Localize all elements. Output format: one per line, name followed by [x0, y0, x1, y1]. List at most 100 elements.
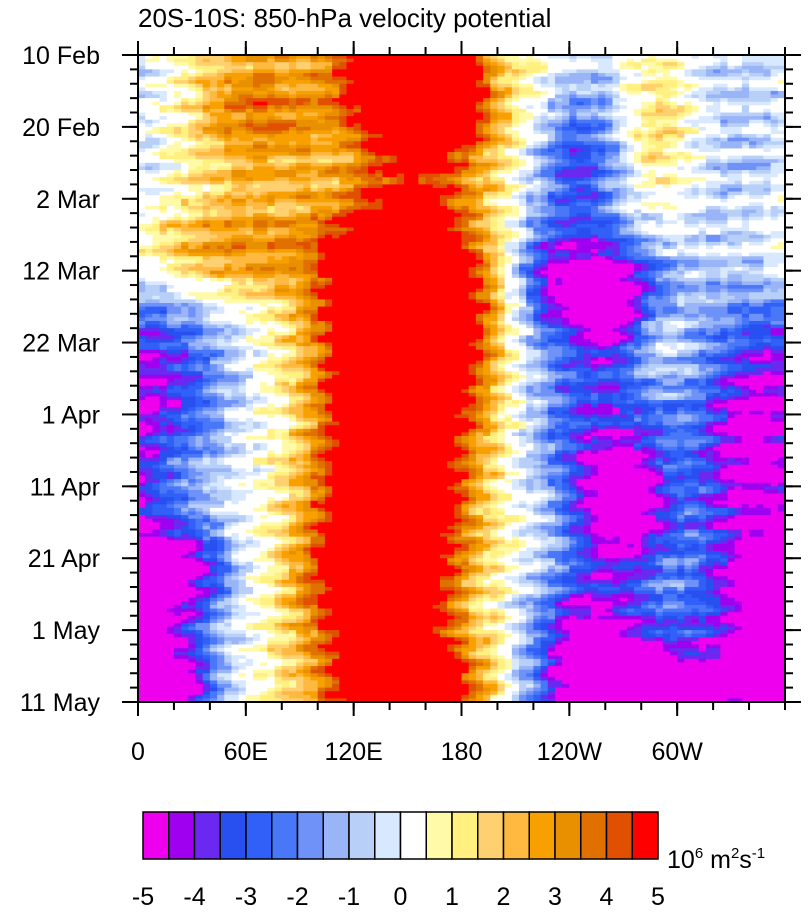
heatmap-cell — [217, 152, 225, 157]
heatmap-cell — [504, 87, 513, 92]
heatmap-cell — [475, 83, 484, 88]
heatmap-cell — [195, 90, 204, 96]
heatmap-cell — [303, 94, 312, 99]
heatmap-cell — [403, 130, 412, 135]
heatmap-cell — [411, 116, 419, 121]
heatmap-cell — [684, 198, 693, 203]
heatmap-cell — [288, 162, 297, 168]
heatmap-cell — [691, 166, 700, 171]
heatmap-cell — [425, 126, 434, 132]
heatmap-cell — [202, 105, 211, 110]
heatmap-cell — [267, 227, 276, 232]
heatmap-cell — [691, 162, 700, 168]
heatmap-cell — [224, 162, 233, 168]
heatmap-cell — [296, 252, 304, 257]
heatmap-cell — [626, 220, 635, 225]
heatmap-cell — [382, 112, 391, 117]
heatmap-cell — [547, 213, 556, 218]
heatmap-cell — [432, 69, 441, 74]
heatmap-cell — [360, 90, 369, 96]
heatmap-cell — [202, 187, 211, 193]
heatmap-cell — [339, 90, 348, 96]
heatmap-cell — [669, 241, 678, 247]
heatmap-cell — [741, 144, 750, 150]
heatmap-cell — [698, 105, 707, 110]
heatmap-cell — [303, 55, 312, 60]
heatmap-cell — [684, 108, 693, 114]
heatmap-cell — [425, 234, 434, 239]
heatmap-cell — [641, 205, 650, 211]
heatmap-cell — [475, 238, 484, 243]
heatmap-cell — [533, 119, 542, 124]
heatmap-cell — [698, 184, 707, 189]
heatmap-cell — [511, 231, 520, 236]
heatmap-cell — [468, 184, 477, 189]
heatmap-cell — [296, 116, 304, 121]
heatmap-cell — [339, 231, 348, 236]
heatmap-cell — [339, 195, 348, 200]
heatmap-cell — [576, 184, 585, 189]
heatmap-cell — [173, 227, 182, 232]
heatmap-cell — [181, 90, 189, 96]
heatmap-cell — [238, 80, 247, 85]
heatmap-cell — [720, 116, 729, 121]
heatmap-cell — [562, 134, 570, 139]
heatmap-cell — [152, 241, 161, 247]
heatmap-cell — [490, 108, 499, 114]
heatmap-cell — [224, 216, 233, 221]
heatmap-cell — [260, 134, 268, 139]
heatmap-cell — [612, 105, 621, 110]
heatmap-cell — [138, 187, 146, 193]
heatmap-cell — [145, 108, 153, 114]
heatmap-cell — [483, 55, 491, 60]
heatmap-cell — [691, 80, 700, 85]
heatmap-cell — [389, 62, 398, 67]
heatmap-cell — [763, 62, 772, 67]
heatmap-cell — [519, 227, 527, 232]
heatmap-cell — [698, 148, 707, 153]
heatmap-cell — [288, 119, 297, 124]
heatmap-cell — [245, 69, 254, 74]
heatmap-cell — [368, 76, 376, 81]
heatmap-cell — [490, 162, 499, 168]
heatmap-cell — [152, 90, 161, 96]
heatmap-cell — [138, 55, 146, 60]
heatmap-cell — [727, 155, 736, 160]
heatmap-cell — [705, 177, 714, 182]
heatmap-cell — [655, 159, 664, 164]
heatmap-cell — [181, 123, 189, 128]
heatmap-cell — [209, 195, 218, 200]
heatmap-cell — [605, 123, 614, 128]
heatmap-cell — [547, 62, 556, 67]
heatmap-cell — [770, 87, 779, 92]
heatmap-cell — [353, 55, 362, 60]
heatmap-cell — [468, 112, 477, 117]
heatmap-cell — [490, 234, 499, 239]
heatmap-cell — [770, 108, 779, 114]
heatmap-cell — [368, 180, 376, 185]
heatmap-cell — [598, 245, 606, 250]
heatmap-cell — [353, 216, 362, 221]
heatmap-cell — [569, 238, 578, 243]
heatmap-cell — [626, 155, 635, 160]
heatmap-cell — [684, 238, 693, 243]
heatmap-cell — [368, 155, 376, 160]
heatmap-cell — [720, 119, 729, 124]
heatmap-cell — [418, 123, 427, 128]
heatmap-cell — [217, 162, 225, 168]
heatmap-cell — [231, 227, 240, 232]
heatmap-cell — [181, 155, 189, 160]
heatmap-cell — [497, 105, 506, 110]
heatmap-cell — [626, 119, 635, 124]
heatmap-cell — [540, 177, 549, 182]
heatmap-cell — [267, 76, 276, 81]
heatmap-cell — [145, 65, 153, 70]
heatmap-cell — [504, 101, 513, 106]
heatmap-cell — [590, 126, 599, 132]
heatmap-cell — [677, 195, 685, 200]
heatmap-cell — [583, 108, 592, 114]
heatmap-cell — [202, 155, 211, 160]
heatmap-cell — [173, 69, 182, 74]
heatmap-cell — [590, 144, 599, 150]
heatmap-cell — [145, 105, 153, 110]
